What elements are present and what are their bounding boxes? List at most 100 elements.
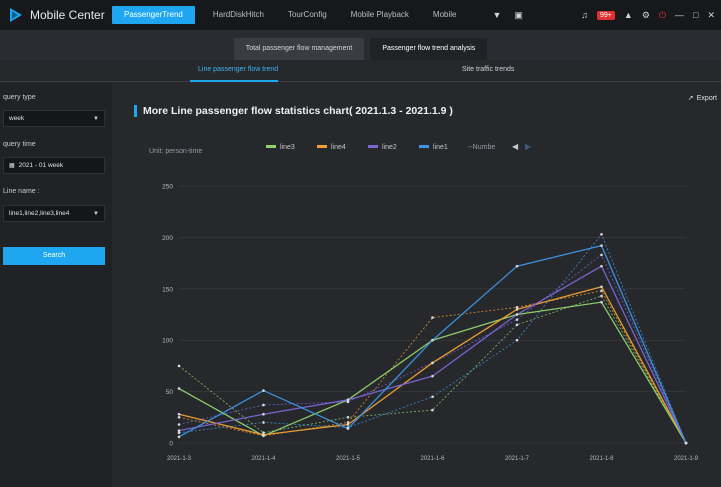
legend-label: line2 bbox=[382, 144, 397, 151]
top-nav: PassengerTrend HardDiskHitch TourConfig … bbox=[112, 0, 469, 30]
export-icon: ➚ bbox=[687, 95, 694, 102]
minimize-icon[interactable]: — bbox=[675, 9, 685, 20]
data-point bbox=[600, 244, 603, 247]
data-point bbox=[177, 364, 181, 368]
series-line-2 bbox=[178, 265, 687, 444]
data-point bbox=[177, 431, 181, 435]
tab-line-passenger-flow[interactable]: Line passenger flow trend bbox=[198, 66, 279, 73]
unit-label: Unit: person-time bbox=[149, 148, 202, 155]
maximize-icon[interactable]: □ bbox=[693, 9, 699, 20]
query-type-value: week bbox=[9, 115, 25, 122]
data-point bbox=[431, 338, 434, 342]
legend-swatch bbox=[419, 145, 429, 148]
data-point bbox=[515, 313, 519, 316]
export-label: Export bbox=[696, 94, 717, 102]
line-name-value: line1,line2,line3,line4 bbox=[9, 210, 70, 217]
nav-passenger-trend[interactable]: PassengerTrend bbox=[112, 6, 195, 24]
x-tick-label: 2021-1-3 bbox=[167, 456, 192, 462]
legend-swatch bbox=[266, 145, 276, 148]
data-point bbox=[515, 308, 519, 311]
data-point bbox=[177, 435, 181, 439]
line-name-select[interactable]: line1,line2,line3,line4 ▼ bbox=[3, 205, 105, 222]
legend-prev-icon[interactable]: ◀ bbox=[512, 142, 519, 151]
data-point bbox=[684, 441, 688, 445]
tab-site-traffic[interactable]: Site traffic trends bbox=[462, 66, 515, 73]
data-point bbox=[262, 403, 265, 407]
tab-total-passenger-flow[interactable]: Total passenger flow management bbox=[233, 38, 365, 60]
trend-tabs: Line passenger flow trend Site traffic t… bbox=[0, 60, 721, 82]
add-tab-icon[interactable]: ▣ bbox=[514, 9, 523, 20]
chart-title: More Line passenger flow statistics char… bbox=[143, 105, 453, 117]
x-tick-label: 2021-1-4 bbox=[251, 456, 276, 462]
export-button[interactable]: ➚ Export bbox=[687, 94, 717, 103]
data-point bbox=[600, 233, 603, 236]
search-button[interactable]: Search bbox=[3, 247, 105, 265]
data-point bbox=[346, 398, 350, 402]
user-icon[interactable]: ▲ bbox=[623, 9, 633, 20]
chevron-down-icon: ▼ bbox=[93, 211, 99, 217]
app-logo: Mobile Center bbox=[0, 7, 112, 23]
extra-series-line-1 bbox=[178, 290, 687, 444]
data-point bbox=[346, 421, 350, 424]
data-point bbox=[262, 389, 265, 392]
data-point bbox=[515, 264, 519, 268]
data-point bbox=[600, 294, 603, 298]
nav-mobile[interactable]: Mobile bbox=[432, 10, 457, 19]
data-point bbox=[346, 423, 350, 426]
data-point bbox=[431, 316, 434, 319]
legend-next-icon[interactable]: ▶ bbox=[525, 142, 532, 151]
series-line-3 bbox=[178, 244, 687, 444]
query-type-select[interactable]: week ▼ bbox=[3, 110, 105, 127]
active-tab-indicator bbox=[190, 80, 278, 82]
y-tick-label: 0 bbox=[169, 441, 173, 448]
shield-icon[interactable]: ▼ bbox=[492, 9, 502, 20]
data-point bbox=[177, 416, 181, 419]
data-point bbox=[177, 423, 181, 426]
data-point bbox=[177, 412, 181, 416]
y-tick-label: 50 bbox=[166, 389, 174, 396]
line-chart: Unit: person-time 0 50 100 150 200 250 2021-1-3… bbox=[149, 142, 699, 462]
x-tick-label: 2021-1-5 bbox=[336, 456, 361, 462]
data-point bbox=[262, 412, 265, 416]
x-tick-label: 2021-1-9 bbox=[674, 456, 699, 462]
data-point bbox=[431, 374, 434, 378]
tab-passenger-flow-trend[interactable]: Passenger flow trend analysis bbox=[370, 38, 488, 60]
x-tick-label: 2021-1-8 bbox=[589, 456, 614, 462]
nav-tour-config[interactable]: TourConfig bbox=[287, 10, 327, 19]
legend-extra-label: --Numbe bbox=[468, 144, 495, 151]
nav-hard-disk-hitch[interactable]: HardDiskHitch bbox=[212, 10, 264, 19]
data-point bbox=[262, 421, 265, 424]
data-point bbox=[431, 408, 434, 412]
gear-icon[interactable]: ⚙ bbox=[641, 9, 650, 20]
calendar-icon: ▦ bbox=[9, 163, 15, 169]
data-point bbox=[600, 300, 603, 304]
data-point bbox=[431, 361, 434, 365]
data-point bbox=[515, 338, 519, 342]
chevron-down-icon: ▼ bbox=[93, 116, 99, 122]
app-title: Mobile Center bbox=[30, 8, 105, 22]
y-tick-label: 250 bbox=[162, 184, 173, 191]
legend-swatch bbox=[317, 145, 327, 148]
data-point bbox=[177, 429, 181, 432]
y-tick-label: 100 bbox=[162, 338, 173, 345]
close-icon[interactable]: ✕ bbox=[707, 9, 715, 20]
series-line-0 bbox=[178, 301, 687, 444]
y-tick-label: 200 bbox=[162, 235, 173, 242]
query-time-label: query time bbox=[3, 141, 36, 148]
data-point bbox=[515, 318, 519, 321]
data-point bbox=[600, 264, 603, 268]
query-time-picker[interactable]: ▦ 2021 - 01 week bbox=[3, 157, 105, 174]
subtab-bar: Total passenger flow management Passenge… bbox=[0, 30, 721, 60]
nav-mobile-playback[interactable]: Mobile Playback bbox=[350, 10, 409, 19]
logout-icon[interactable]: ⏻ bbox=[658, 9, 667, 20]
title-accent bbox=[134, 105, 137, 117]
data-point bbox=[600, 285, 603, 289]
y-tick-label: 150 bbox=[162, 286, 173, 293]
legend-swatch bbox=[368, 145, 378, 148]
query-time-value: 2021 - 01 week bbox=[18, 162, 64, 169]
alarm-icon[interactable]: ♫ bbox=[581, 9, 589, 20]
app-logo-icon bbox=[10, 8, 22, 22]
x-tick-label: 2021-1-7 bbox=[505, 456, 530, 462]
legend-label: line1 bbox=[433, 144, 448, 151]
data-point bbox=[600, 253, 603, 257]
